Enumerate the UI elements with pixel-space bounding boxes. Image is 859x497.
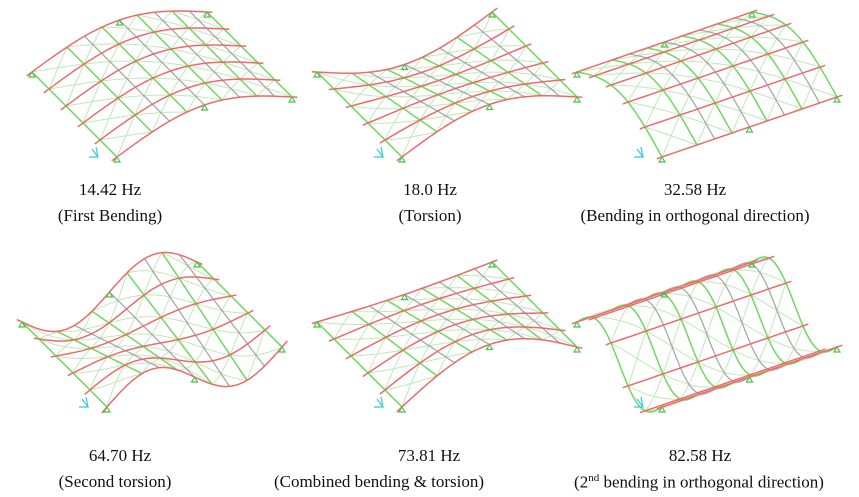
description: (First Bending) (0, 206, 260, 226)
description: (Second torsion) (0, 472, 265, 492)
frequency: 14.42 Hz (0, 180, 260, 200)
beam (589, 256, 775, 320)
member (85, 36, 170, 121)
rib (577, 317, 662, 412)
description: (Torsion) (280, 206, 580, 226)
frequency: 73.81 Hz (279, 446, 579, 466)
figure: 14.42 Hz (First Bending) 18.0 Hz (Torsio… (0, 0, 859, 497)
beam (363, 313, 549, 377)
bracing (107, 365, 125, 407)
bracing (334, 89, 386, 97)
bracing (662, 115, 680, 157)
member (735, 263, 820, 358)
frequency: 32.58 Hz (545, 180, 845, 200)
frequency: 82.58 Hz (550, 446, 850, 466)
axes-icon (89, 147, 98, 157)
rib (577, 72, 662, 157)
bracing (628, 331, 646, 386)
description: (Combined bending & torsion) (229, 472, 529, 492)
axes-icon (79, 397, 88, 407)
bracing (230, 313, 248, 355)
superscript: nd (588, 472, 599, 484)
description-text: (2 (574, 473, 588, 492)
bracing (126, 295, 144, 335)
rib (717, 269, 802, 364)
bracing (90, 357, 108, 390)
description: (2nd bending in orthogonal direction) (549, 472, 849, 493)
support (107, 292, 113, 297)
bracing (213, 296, 231, 329)
rib (612, 305, 697, 400)
beam (312, 260, 498, 324)
beam (51, 295, 237, 357)
axes-icon (374, 397, 383, 407)
bracing (508, 72, 560, 80)
rib (682, 281, 767, 376)
rib (752, 257, 837, 352)
member (630, 299, 715, 394)
frequency: 18.0 Hz (280, 180, 580, 200)
mode-shapes (0, 0, 859, 497)
bracing (179, 262, 197, 278)
bracing (179, 278, 231, 296)
member (700, 275, 785, 370)
rib (207, 12, 292, 97)
frequency: 64.70 Hz (0, 446, 270, 466)
rib (172, 11, 257, 96)
description-text: bending in orthogonal direction) (599, 473, 824, 492)
member (665, 287, 750, 382)
axes-icon (374, 147, 383, 157)
axes-icon (634, 147, 643, 157)
support (104, 407, 110, 412)
rib (647, 293, 732, 388)
description: (Bending in orthogonal direction) (545, 206, 845, 226)
support (399, 407, 405, 412)
